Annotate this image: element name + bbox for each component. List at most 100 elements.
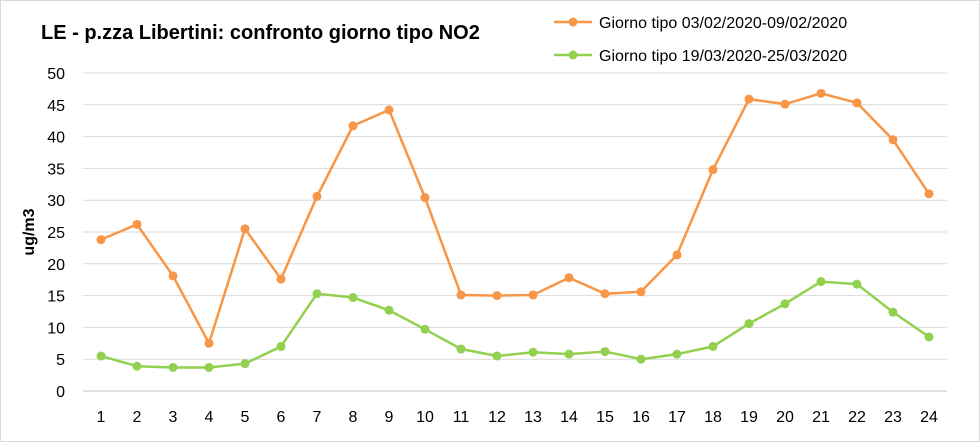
series-1 xyxy=(96,88,934,348)
data-point xyxy=(672,349,682,359)
data-point xyxy=(240,359,250,369)
data-point xyxy=(564,349,574,359)
x-tick-label: 5 xyxy=(241,409,250,426)
data-point xyxy=(456,344,466,354)
x-tick-label: 11 xyxy=(453,409,470,426)
x-tick-label: 21 xyxy=(812,409,830,426)
data-point xyxy=(888,135,898,145)
legend-label-series-1: Giorno tipo 03/02/2020-09/02/2020 xyxy=(599,15,847,32)
data-point xyxy=(492,351,502,361)
data-point xyxy=(168,271,178,281)
data-point xyxy=(420,324,430,334)
x-tick-label: 22 xyxy=(848,409,866,426)
legend-entry-series-2: Giorno tipo 19/03/2020-25/03/2020 xyxy=(554,48,847,65)
x-tick-label: 15 xyxy=(596,409,614,426)
data-point xyxy=(132,219,142,229)
legend-marker-series-1 xyxy=(568,17,578,27)
data-point xyxy=(240,224,250,234)
x-tick-label: 1 xyxy=(97,409,106,426)
y-axis-label: ug/m3 xyxy=(21,208,38,255)
data-point xyxy=(888,307,898,317)
x-tick-labels: 1 2 3 4 5 6 7 8 9 10 11 12 13 14 15 16 17 18 19 20 21 22 23 24 xyxy=(97,409,938,426)
x-tick-label: 18 xyxy=(704,409,722,426)
data-point xyxy=(528,347,538,357)
x-tick-label: 4 xyxy=(205,409,214,426)
x-tick-label: 6 xyxy=(277,409,286,426)
legend: Giorno tipo 03/02/2020-09/02/2020 Giorno… xyxy=(554,15,847,65)
series-line-1 xyxy=(100,92,931,345)
data-point xyxy=(384,305,394,315)
data-point xyxy=(456,290,466,300)
gridlines xyxy=(83,72,947,392)
series-layer xyxy=(96,88,934,372)
data-point xyxy=(168,362,178,372)
data-point xyxy=(852,279,862,289)
legend-label-series-2: Giorno tipo 19/03/2020-25/03/2020 xyxy=(599,48,847,65)
data-point xyxy=(816,88,826,98)
y-tick-label: 50 xyxy=(47,66,65,83)
x-tick-label: 20 xyxy=(776,409,794,426)
data-point xyxy=(708,341,718,351)
y-tick-label: 10 xyxy=(47,320,65,337)
data-point xyxy=(924,332,934,342)
data-point xyxy=(384,105,394,115)
data-point xyxy=(312,289,322,299)
x-tick-label: 16 xyxy=(632,409,650,426)
y-tick-label: 0 xyxy=(56,384,65,401)
x-tick-label: 9 xyxy=(385,409,394,426)
data-point xyxy=(636,354,646,364)
data-point xyxy=(204,338,214,348)
data-point xyxy=(708,165,718,175)
x-tick-label: 8 xyxy=(349,409,358,426)
data-point xyxy=(492,291,502,301)
x-tick-label: 14 xyxy=(560,409,578,426)
data-point xyxy=(132,361,142,371)
y-tick-label: 5 xyxy=(56,352,65,369)
data-point xyxy=(276,274,286,284)
data-point xyxy=(348,293,358,303)
data-point xyxy=(780,299,790,309)
y-tick-label: 40 xyxy=(47,130,65,147)
x-tick-label: 17 xyxy=(668,409,686,426)
x-tick-label: 19 xyxy=(740,409,758,426)
data-point xyxy=(96,235,106,245)
data-point xyxy=(96,351,106,361)
y-tick-label: 25 xyxy=(47,225,65,242)
data-point xyxy=(420,193,430,203)
x-tick-label: 23 xyxy=(884,409,902,426)
data-point xyxy=(312,191,322,201)
data-point xyxy=(744,319,754,329)
legend-marker-series-2 xyxy=(568,50,578,60)
data-point xyxy=(636,287,646,297)
data-point xyxy=(276,341,286,351)
x-tick-label: 12 xyxy=(488,409,506,426)
data-point xyxy=(780,99,790,109)
data-point xyxy=(528,290,538,300)
x-tick-label: 24 xyxy=(920,409,938,426)
data-point xyxy=(672,250,682,260)
data-point xyxy=(600,289,610,299)
series-2 xyxy=(96,277,934,372)
data-point xyxy=(348,121,358,131)
y-tick-label: 45 xyxy=(47,98,65,115)
data-point xyxy=(816,277,826,287)
legend-entry-series-1: Giorno tipo 03/02/2020-09/02/2020 xyxy=(554,15,847,32)
y-tick-label: 35 xyxy=(47,161,65,178)
x-tick-label: 13 xyxy=(524,409,542,426)
y-tick-labels: 0 5 10 15 20 25 30 35 40 45 50 xyxy=(47,66,65,401)
chart-title: LE - p.zza Libertini: confronto giorno t… xyxy=(41,22,480,44)
x-tick-label: 7 xyxy=(313,409,322,426)
series-line-2 xyxy=(100,280,930,369)
data-point xyxy=(204,362,214,372)
data-point xyxy=(564,273,574,283)
x-tick-label: 10 xyxy=(416,409,434,426)
data-point xyxy=(600,347,610,357)
x-tick-label: 3 xyxy=(169,409,178,426)
data-point xyxy=(852,98,862,108)
data-point xyxy=(924,189,934,199)
y-tick-label: 15 xyxy=(47,289,65,306)
y-tick-label: 20 xyxy=(47,257,65,274)
y-tick-label: 30 xyxy=(47,193,65,210)
